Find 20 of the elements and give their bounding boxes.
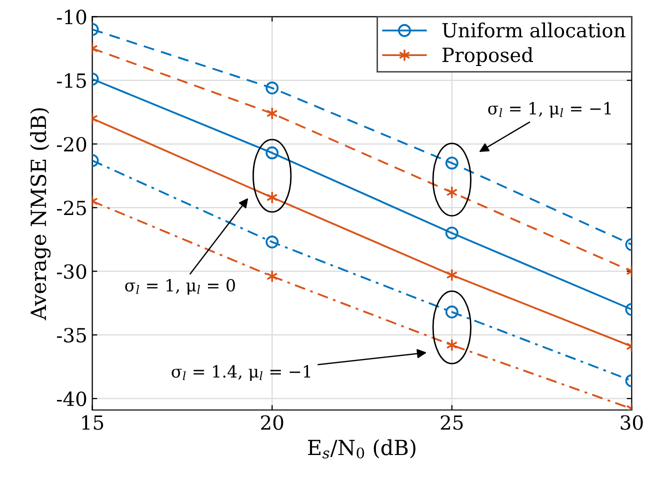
y-tick-label: -30	[56, 264, 86, 279]
x-axis-title: E$_{s}$/N$_{0}$ (dB)	[308, 439, 416, 459]
legend-label: Proposed	[442, 47, 534, 66]
x-tick-label: 25	[440, 415, 463, 430]
y-tick-label: -15	[56, 73, 86, 88]
annotation: σ$_{l}$ = 1, μ$_{l}$ = 0	[125, 278, 235, 295]
x-tick-label: 15	[82, 415, 104, 430]
y-tick-label: -20	[56, 136, 86, 152]
x-tick-label: 30	[620, 415, 643, 430]
y-tick-label: -40	[56, 392, 86, 406]
legend-label: Uniform allocation	[442, 22, 626, 38]
annotation: σ$_{l}$ = 1.4, μ$_{l}$ = −1	[172, 365, 310, 381]
y-tick-label: -10	[56, 10, 86, 24]
y-tick-label: -35	[56, 328, 86, 343]
x-tick-label: 20	[261, 415, 284, 430]
annotation: σ$_{l}$ = 1, μ$_{l}$ = −1	[488, 102, 611, 118]
point	[266, 270, 278, 283]
point	[446, 338, 458, 352]
y-tick-label: -25	[56, 200, 86, 216]
y-axis-title: Average NMSE (dB)	[30, 108, 51, 320]
